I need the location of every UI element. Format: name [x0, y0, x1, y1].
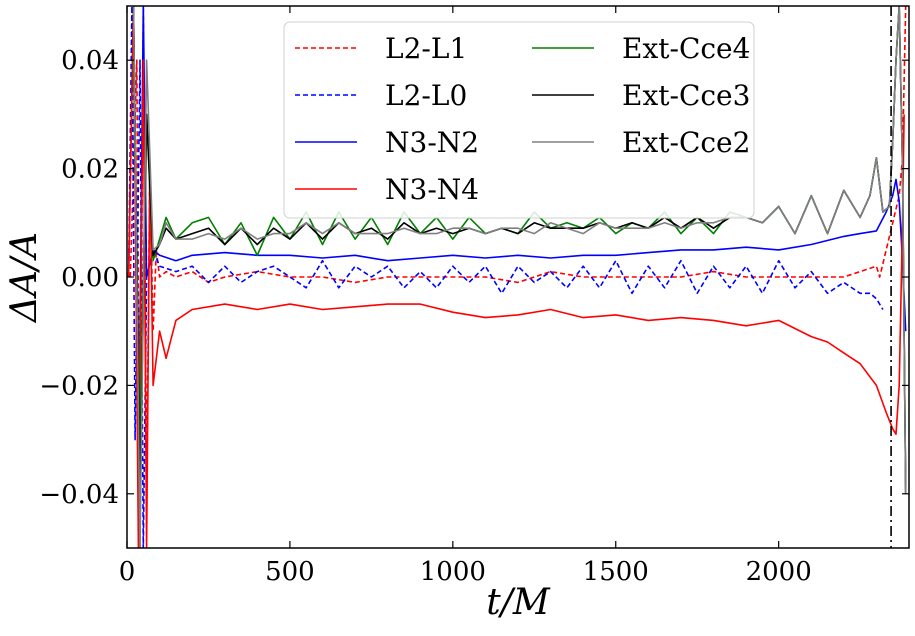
legend-label: Ext-Cce2 [622, 126, 750, 159]
y-axis-label: ΔA/A [4, 232, 45, 324]
legend-box [283, 21, 755, 219]
series-line-l2-l0 [127, 6, 884, 548]
series-line-l2-l1 [129, 6, 907, 548]
series-line-n3-n2 [127, 6, 907, 495]
y-tick-label: 0.00 [61, 263, 119, 293]
x-axis-label: t/M [486, 582, 551, 623]
y-tick-label: −0.04 [39, 480, 119, 510]
legend-label: N3-N4 [385, 173, 479, 206]
series-line-n3-n4 [127, 6, 905, 548]
y-tick-label: 0.02 [61, 155, 119, 185]
x-tick-label: 1500 [583, 557, 649, 587]
legend-label: Ext-Cce3 [622, 79, 750, 112]
legend-label: Ext-Cce4 [622, 32, 750, 65]
legend-label: L2-L1 [385, 32, 467, 65]
y-tick-label: −0.02 [39, 371, 119, 401]
x-tick-label: 1000 [420, 557, 486, 587]
series-line-ext-cce2 [132, 6, 907, 548]
y-tick-label: 0.04 [61, 46, 119, 76]
legend-label: N3-N2 [385, 126, 479, 159]
x-tick-label: 0 [119, 557, 136, 587]
legend-label: L2-L0 [385, 79, 467, 112]
x-tick-label: 500 [265, 557, 315, 587]
x-tick-label: 2000 [746, 557, 812, 587]
